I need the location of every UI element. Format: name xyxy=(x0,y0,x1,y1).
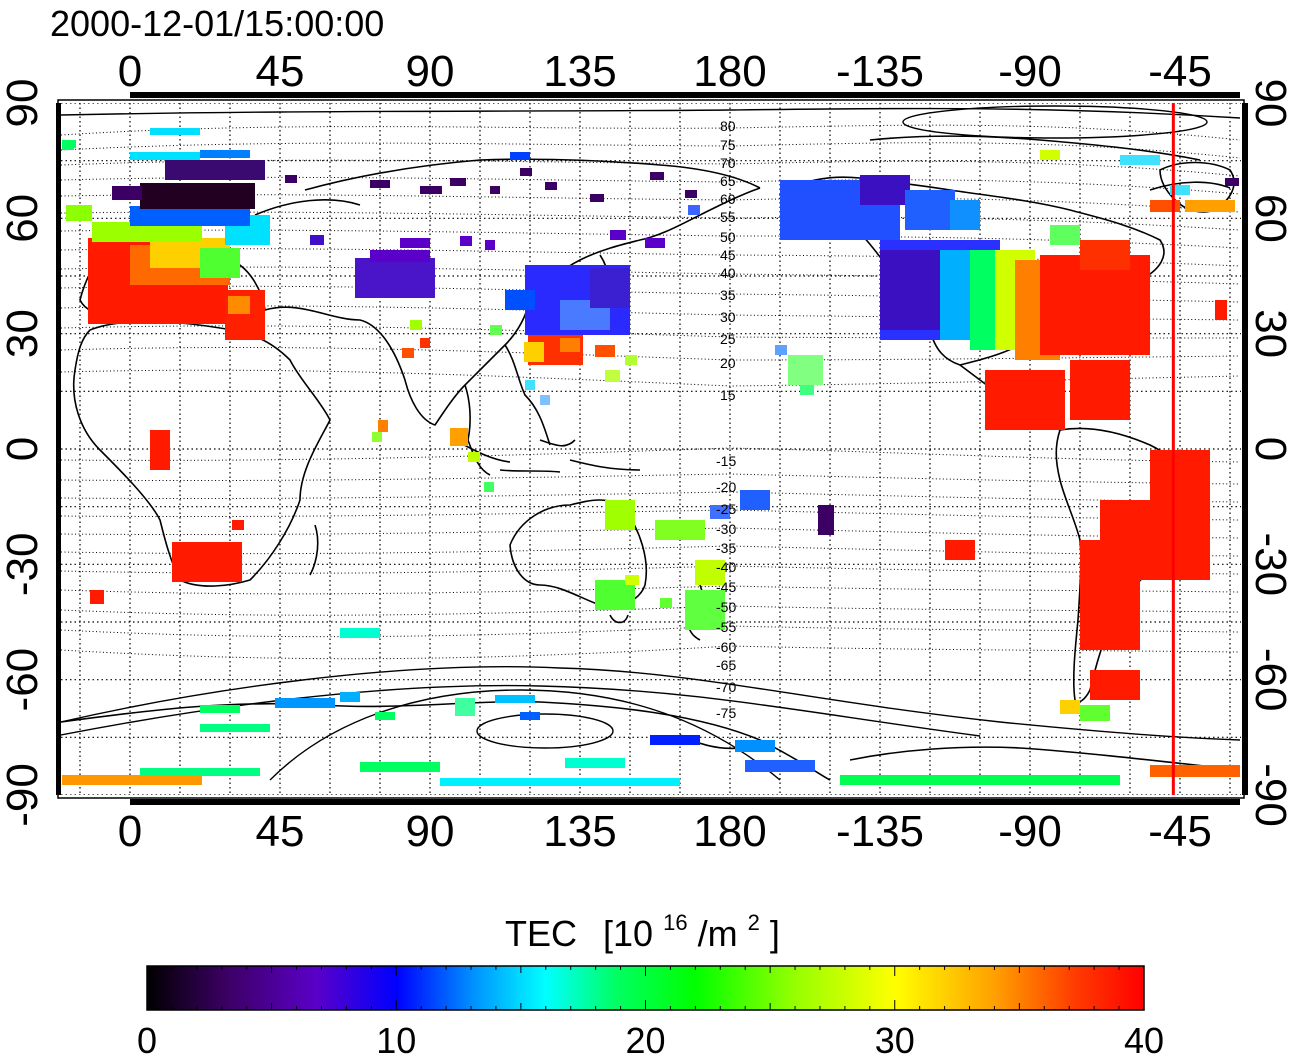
colorbar-unit-base: [10 xyxy=(603,913,653,954)
contour-label: 30 xyxy=(720,309,736,325)
y-tick-label-left: -90 xyxy=(0,763,47,827)
contour-labels-north: 80 75 70 65 60 55 50 45 40 35 30 25 20 15 xyxy=(720,118,736,403)
x-tick-label-top: 180 xyxy=(693,47,766,96)
y-tick-label-right: -90 xyxy=(1246,763,1292,827)
solid-contours xyxy=(61,105,1241,781)
x-tick-label-top: -90 xyxy=(998,47,1062,96)
map-area: 80 75 70 65 60 55 50 45 40 35 30 25 20 15 -15 -20 -25 -3… xyxy=(61,103,1241,795)
contour-label: 35 xyxy=(720,287,736,303)
x-tick-label-bottom: 135 xyxy=(543,807,616,856)
x-tick-label-top: -45 xyxy=(1148,47,1212,96)
y-tick-label-left: 0 xyxy=(0,437,47,461)
x-tick-label-top: -135 xyxy=(836,47,924,96)
contour-label: -25 xyxy=(716,501,736,517)
contour-label: 40 xyxy=(720,265,736,281)
contour-labels-south: -15 -20 -25 -30 -35 -40 -45 -50 -55 -60 -65 -70 -75 xyxy=(716,453,736,721)
contour-label: 15 xyxy=(720,387,736,403)
colorbar-unit-exponent: 16 xyxy=(663,910,687,935)
x-tick-label-top: 45 xyxy=(256,47,305,96)
y-tick-label-right: 90 xyxy=(1246,79,1292,128)
contour-label: -70 xyxy=(716,679,736,695)
contour-label: 65 xyxy=(720,173,736,189)
contour-label: 20 xyxy=(720,355,736,371)
tec-observations xyxy=(62,128,1240,786)
x-tick-label-top: 90 xyxy=(406,47,455,96)
colorbar-unit-end: ] xyxy=(770,913,780,954)
y-tick-label-right: -60 xyxy=(1246,648,1292,712)
y-tick-label-right: -30 xyxy=(1246,533,1292,597)
x-tick-label-bottom: 45 xyxy=(256,807,305,856)
contour-label: 55 xyxy=(720,209,736,225)
contour-label: -35 xyxy=(716,540,736,556)
contour-label: -75 xyxy=(716,705,736,721)
y-tick-label-right: 0 xyxy=(1246,437,1292,461)
x-tick-labels-bottom: 0 45 90 135 180 -135 -90 -45 xyxy=(118,807,1212,856)
contour-label: 60 xyxy=(720,191,736,207)
contour-label: -20 xyxy=(716,479,736,495)
contour-label: -15 xyxy=(716,453,736,469)
contour-label: -30 xyxy=(716,521,736,537)
x-tick-label-top: 0 xyxy=(118,47,142,96)
contour-label: 75 xyxy=(720,137,736,153)
timestamp-title: 2000-12-01/15:00:00 xyxy=(50,3,384,44)
contour-label: 50 xyxy=(720,229,736,245)
y-tick-label-left: 30 xyxy=(0,309,47,358)
y-tick-label-right: 30 xyxy=(1246,309,1292,358)
y-tick-label-right: 60 xyxy=(1246,194,1292,243)
colorbar-unit-mid: /m xyxy=(698,913,738,954)
contour-label: 70 xyxy=(720,155,736,171)
x-tick-label-bottom: -90 xyxy=(998,807,1062,856)
colorbar-title: TEC [10 16 /m 2 ] xyxy=(505,897,780,954)
contour-label: -40 xyxy=(716,559,736,575)
contour-label: 45 xyxy=(720,247,736,263)
y-tick-labels-right: 90 60 30 0 -30 -60 -90 xyxy=(1246,79,1292,827)
colorbar-tick-label: 0 xyxy=(137,1020,157,1057)
contour-label: 25 xyxy=(720,331,736,347)
colorbar-tick-label: 10 xyxy=(376,1020,416,1057)
y-tick-labels-left: 90 60 30 0 -30 -60 -90 xyxy=(0,79,47,827)
y-tick-label-left: -60 xyxy=(0,648,47,712)
contour-label: -60 xyxy=(716,639,736,655)
graticule xyxy=(61,103,1241,795)
contour-label: -45 xyxy=(716,579,736,595)
y-tick-label-left: -30 xyxy=(0,533,47,597)
colorbar-tick-label: 40 xyxy=(1124,1020,1164,1057)
y-tick-label-left: 60 xyxy=(0,194,47,243)
colorbar-title-name: TEC xyxy=(505,913,577,954)
contour-label: -55 xyxy=(716,619,736,635)
axis-frame xyxy=(56,92,1248,805)
colorbar-tick-labels: 0 10 20 30 40 xyxy=(137,1020,1164,1057)
contour-label: -50 xyxy=(716,599,736,615)
contour-label: -65 xyxy=(716,657,736,673)
x-tick-label-bottom: 180 xyxy=(693,807,766,856)
colorbar-unit-exponent-2: 2 xyxy=(748,910,760,935)
colorbar-tick-label: 20 xyxy=(625,1020,665,1057)
contour-label: 80 xyxy=(720,118,736,134)
colorbar-ticks xyxy=(146,966,1145,1010)
x-tick-label-bottom: -135 xyxy=(836,807,924,856)
x-tick-label-bottom: -45 xyxy=(1148,807,1212,856)
colorbar-tick-label: 30 xyxy=(875,1020,915,1057)
y-tick-label-left: 90 xyxy=(0,79,47,128)
x-tick-label-bottom: 90 xyxy=(406,807,455,856)
x-tick-label-bottom: 0 xyxy=(118,807,142,856)
x-tick-label-top: 135 xyxy=(543,47,616,96)
x-tick-labels-top: 0 45 90 135 180 -135 -90 -45 xyxy=(118,47,1212,96)
